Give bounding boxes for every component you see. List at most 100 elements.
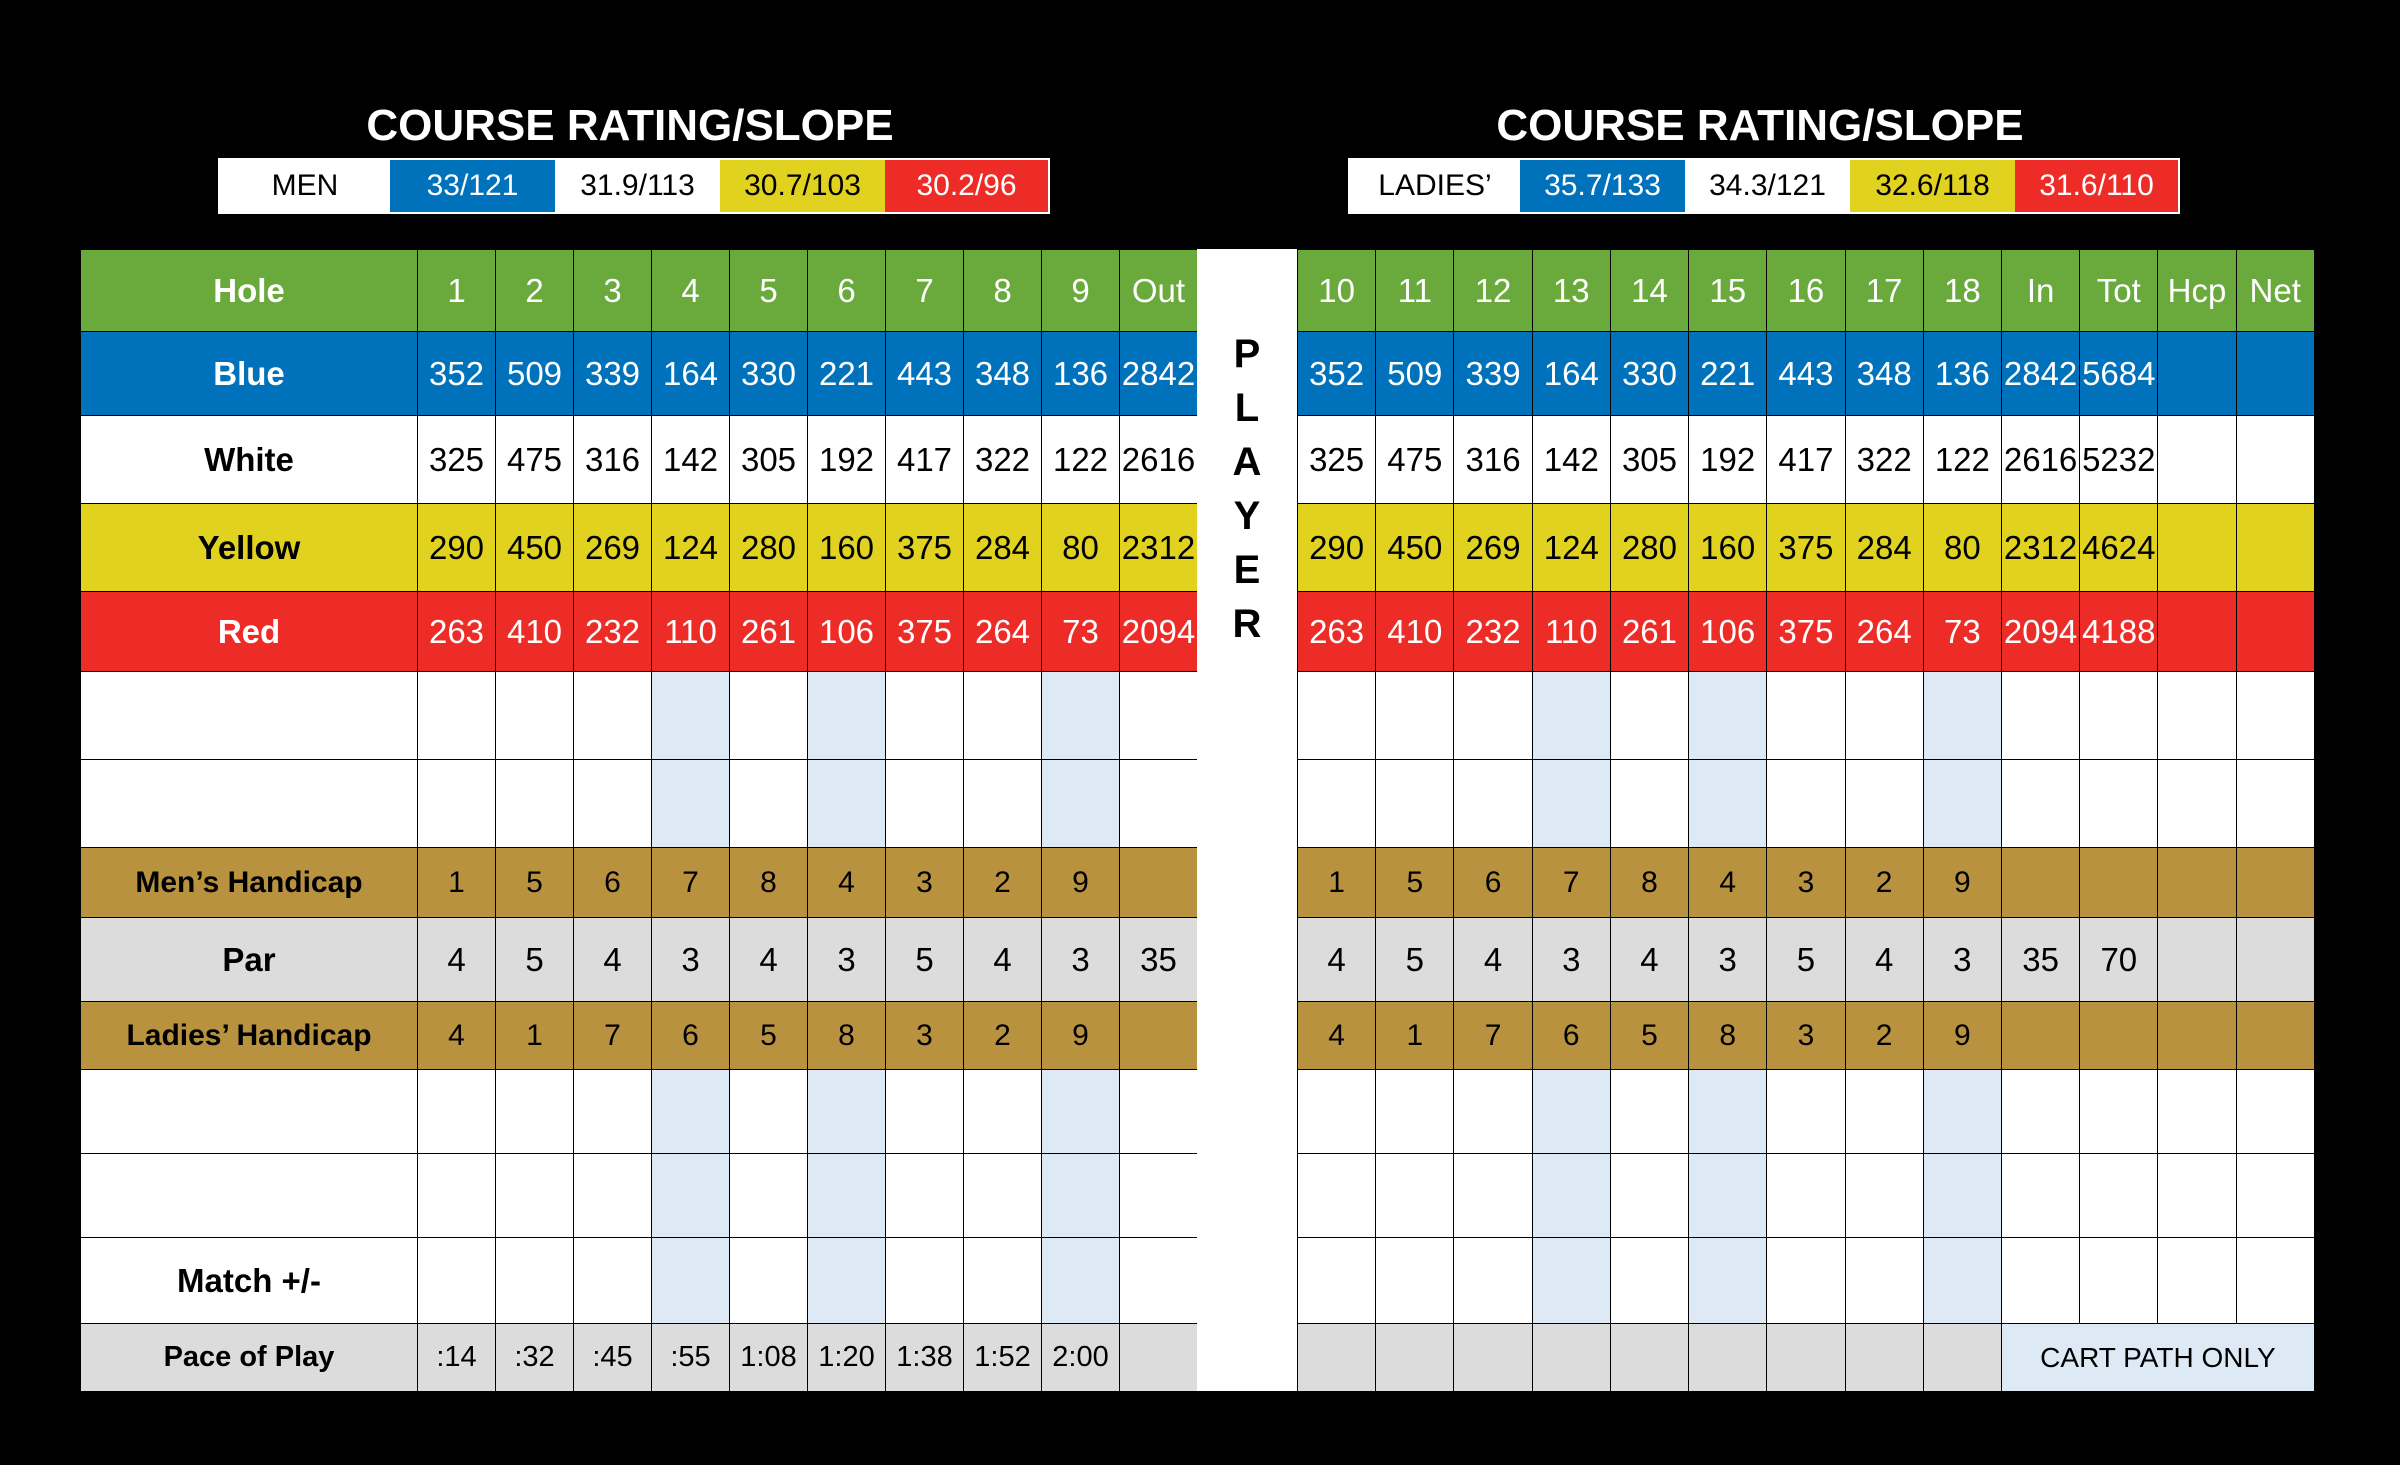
score-cell[interactable] — [2000, 1153, 2081, 1238]
score-cell[interactable] — [885, 1069, 964, 1154]
score-cell[interactable] — [2079, 1237, 2159, 1324]
score-cell[interactable] — [2000, 1069, 2081, 1154]
score-cell[interactable] — [417, 671, 496, 760]
score-cell[interactable] — [1531, 1069, 1611, 1154]
score-cell[interactable] — [1296, 759, 1377, 848]
score-cell[interactable] — [1766, 759, 1846, 848]
score-cell[interactable] — [1375, 1069, 1455, 1154]
score-cell[interactable] — [1609, 1069, 1690, 1154]
score-cell[interactable] — [729, 1069, 808, 1154]
score-cell[interactable] — [963, 759, 1042, 848]
score-cell[interactable] — [1531, 671, 1611, 760]
score-cell[interactable] — [1688, 1237, 1768, 1324]
score-cell[interactable] — [1119, 759, 1198, 848]
score-cell[interactable] — [1119, 1237, 1198, 1324]
score-cell[interactable] — [651, 1069, 730, 1154]
score-cell[interactable] — [1609, 1237, 1690, 1324]
score-cell[interactable] — [1453, 1237, 1533, 1324]
score-cell[interactable] — [2157, 1153, 2237, 1238]
score-cell[interactable] — [963, 1237, 1042, 1324]
score-cell[interactable] — [1119, 1153, 1198, 1238]
score-cell[interactable] — [1531, 759, 1611, 848]
score-cell[interactable] — [1922, 671, 2002, 760]
score-cell[interactable] — [1844, 671, 1924, 760]
score-cell[interactable] — [2157, 1237, 2237, 1324]
score-cell[interactable] — [1296, 1069, 1377, 1154]
score-cell[interactable] — [1844, 1153, 1924, 1238]
score-cell[interactable] — [495, 759, 574, 848]
score-cell[interactable] — [573, 1069, 652, 1154]
score-cell[interactable] — [417, 1153, 496, 1238]
score-cell[interactable] — [1453, 671, 1533, 760]
score-cell[interactable] — [885, 1153, 964, 1238]
score-cell[interactable] — [1296, 671, 1377, 760]
score-cell[interactable] — [2235, 1069, 2315, 1154]
score-cell[interactable] — [2000, 1237, 2081, 1324]
score-cell[interactable] — [963, 671, 1042, 760]
score-cell[interactable] — [1688, 1069, 1768, 1154]
score-cell[interactable] — [2235, 671, 2315, 760]
score-cell[interactable] — [729, 759, 808, 848]
score-cell[interactable] — [729, 671, 808, 760]
score-cell[interactable] — [1041, 671, 1120, 760]
score-cell[interactable] — [651, 759, 730, 848]
score-cell[interactable] — [1844, 1069, 1924, 1154]
score-cell[interactable] — [2079, 671, 2159, 760]
score-cell[interactable] — [1041, 1069, 1120, 1154]
score-cell[interactable] — [2079, 1069, 2159, 1154]
score-cell[interactable] — [1922, 1153, 2002, 1238]
score-cell[interactable] — [1922, 759, 2002, 848]
score-cell[interactable] — [1531, 1153, 1611, 1238]
score-cell[interactable] — [2157, 759, 2237, 848]
score-cell[interactable] — [1041, 759, 1120, 848]
score-cell[interactable] — [1688, 1153, 1768, 1238]
score-cell[interactable] — [1609, 759, 1690, 848]
score-cell[interactable] — [729, 1237, 808, 1324]
score-cell[interactable] — [1766, 1237, 1846, 1324]
score-cell[interactable] — [2235, 1153, 2315, 1238]
score-cell[interactable] — [495, 1153, 574, 1238]
score-cell[interactable] — [495, 671, 574, 760]
score-cell[interactable] — [2157, 1069, 2237, 1154]
score-cell[interactable] — [1844, 1237, 1924, 1324]
score-cell[interactable] — [2000, 759, 2081, 848]
score-cell[interactable] — [573, 1153, 652, 1238]
score-cell[interactable] — [1766, 671, 1846, 760]
score-cell[interactable] — [885, 759, 964, 848]
score-cell[interactable] — [2079, 1153, 2159, 1238]
score-cell[interactable] — [807, 671, 886, 760]
score-cell[interactable] — [963, 1153, 1042, 1238]
score-cell[interactable] — [1453, 759, 1533, 848]
score-cell[interactable] — [2235, 759, 2315, 848]
score-cell[interactable] — [1375, 671, 1455, 760]
score-cell[interactable] — [1688, 759, 1768, 848]
score-cell[interactable] — [885, 1237, 964, 1324]
score-cell[interactable] — [1688, 671, 1768, 760]
score-cell[interactable] — [1531, 1237, 1611, 1324]
score-cell[interactable] — [885, 671, 964, 760]
score-cell[interactable] — [1041, 1237, 1120, 1324]
score-cell[interactable] — [1609, 1153, 1690, 1238]
score-cell[interactable] — [1453, 1069, 1533, 1154]
score-cell[interactable] — [651, 671, 730, 760]
score-cell[interactable] — [1296, 1237, 1377, 1324]
score-cell[interactable] — [1119, 1069, 1198, 1154]
score-cell[interactable] — [1922, 1237, 2002, 1324]
score-cell[interactable] — [807, 1237, 886, 1324]
score-cell[interactable] — [573, 671, 652, 760]
score-cell[interactable] — [729, 1153, 808, 1238]
score-cell[interactable] — [1296, 1153, 1377, 1238]
score-cell[interactable] — [417, 1069, 496, 1154]
score-cell[interactable] — [1609, 671, 1690, 760]
score-cell[interactable] — [2000, 671, 2081, 760]
score-cell[interactable] — [2079, 759, 2159, 848]
score-cell[interactable] — [807, 1069, 886, 1154]
score-cell[interactable] — [963, 1069, 1042, 1154]
score-cell[interactable] — [1766, 1153, 1846, 1238]
score-cell[interactable] — [807, 759, 886, 848]
score-cell[interactable] — [651, 1237, 730, 1324]
score-cell[interactable] — [495, 1237, 574, 1324]
score-cell[interactable] — [2235, 1237, 2315, 1324]
score-cell[interactable] — [807, 1153, 886, 1238]
score-cell[interactable] — [1375, 1153, 1455, 1238]
